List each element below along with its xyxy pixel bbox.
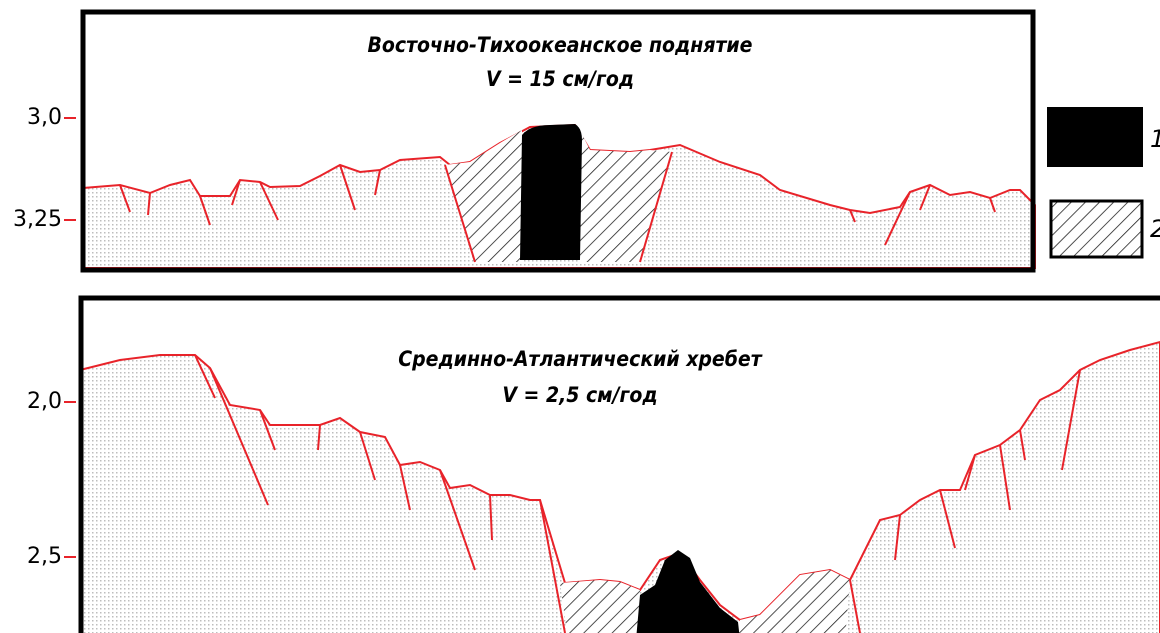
tick-label: 2,5	[27, 544, 62, 569]
legend-swatch	[1047, 107, 1143, 167]
top-panel: Восточно-Тихоокеанское поднятие V = 15 с…	[13, 12, 1035, 270]
legend: 1 2	[1047, 107, 1160, 257]
subtitle: V = 2,5 см/год	[502, 383, 657, 407]
legend-label: 1	[1150, 125, 1160, 153]
title: Восточно-Тихоокеанское поднятие	[368, 33, 753, 57]
tick-label: 3,25	[13, 207, 62, 232]
subtitle: V = 15 см/год	[486, 67, 634, 91]
axial-block	[636, 550, 740, 633]
tick-label: 3,0	[27, 105, 62, 130]
bottom-panel: Срединно-Атлантический хребет V = 2,5 см…	[27, 298, 1160, 633]
legend-label: 2	[1150, 215, 1160, 243]
title: Срединно-Атлантический хребет	[398, 347, 762, 371]
tick-label: 2,0	[27, 389, 62, 414]
axial-block	[520, 124, 582, 260]
legend-swatch	[1051, 201, 1142, 257]
figure: Восточно-Тихоокеанское поднятие V = 15 с…	[0, 0, 1160, 633]
